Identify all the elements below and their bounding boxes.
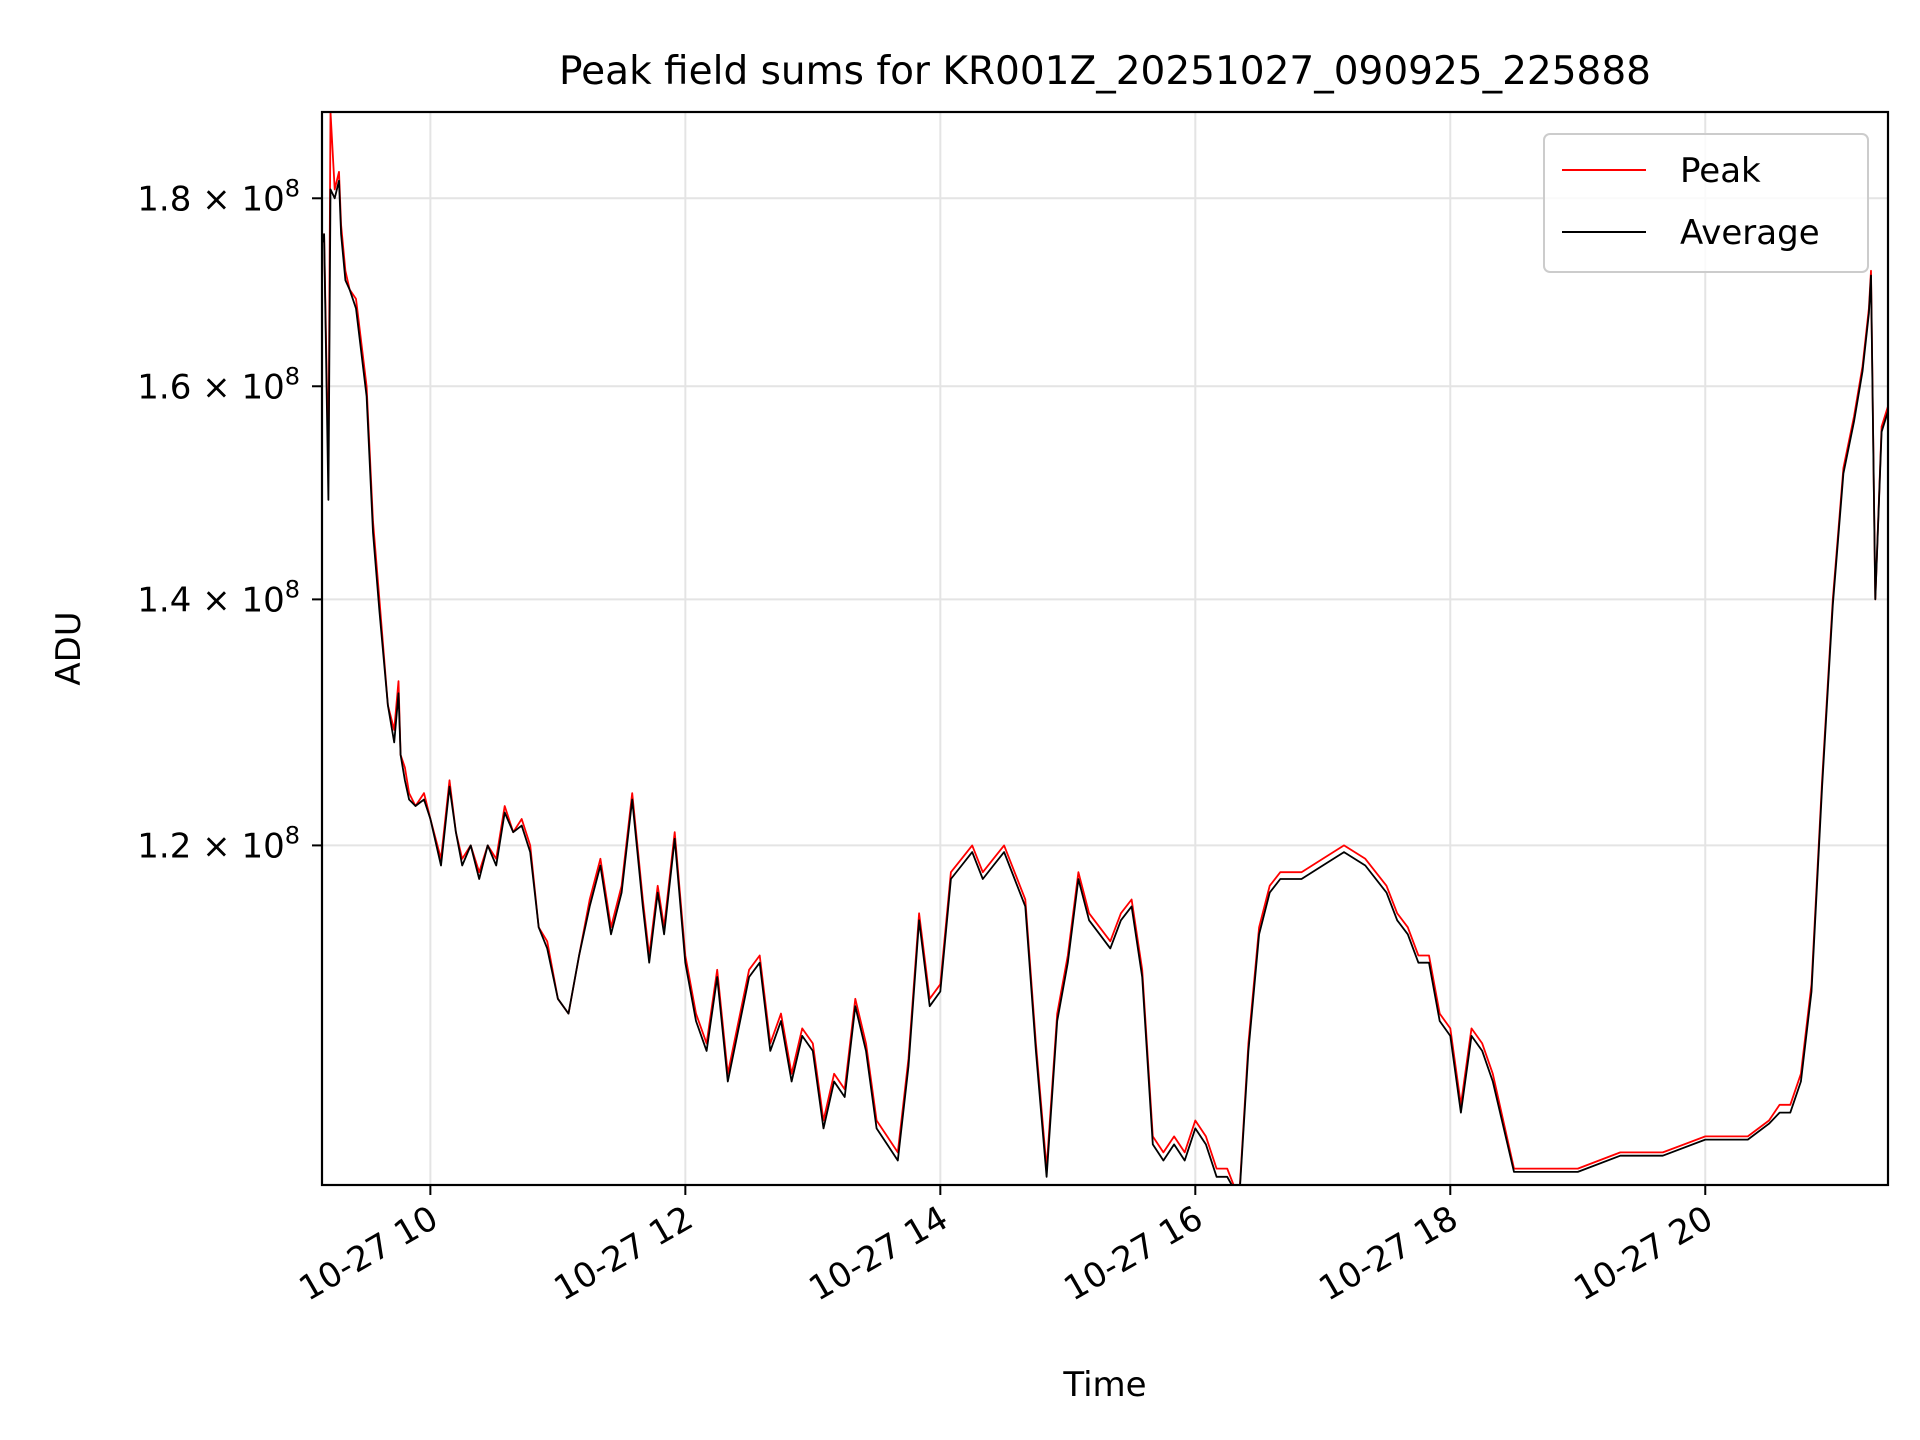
y-tick-base: 10: [241, 179, 284, 219]
y-tick-base: 10: [241, 580, 284, 620]
series-line-average: [322, 179, 1888, 1185]
y-tick-exponent: 8: [285, 174, 300, 202]
y-tick-label: 1.2 × 108: [137, 821, 300, 866]
chart-title: Peak field sums for KR001Z_20251027_0909…: [559, 49, 1651, 94]
y-tick-times: ×: [191, 367, 241, 407]
y-tick-mantissa: 1.8: [137, 179, 191, 219]
y-tick-label: 1.6 × 108: [137, 362, 300, 407]
y-tick-times: ×: [191, 179, 241, 219]
y-tick-mantissa: 1.6: [137, 367, 191, 407]
y-tick-base: 10: [241, 826, 284, 866]
y-tick-exponent: 8: [285, 362, 300, 390]
x-tick-label: 10-27 16: [1057, 1198, 1209, 1309]
y-tick-times: ×: [191, 580, 241, 620]
series-layer: [322, 112, 1888, 1185]
y-tick-base: 10: [241, 367, 284, 407]
x-tick-label: 10-27 14: [802, 1198, 954, 1309]
legend-label-average: Average: [1680, 213, 1820, 253]
y-tick-times: ×: [191, 826, 241, 866]
legend-label-peak: Peak: [1680, 151, 1761, 191]
ticks: 10-27 10 10-27 12 10-27 14 10-27 16 10-27 18…: [137, 174, 1719, 1309]
x-tick-label: 10-27 18: [1312, 1198, 1464, 1309]
x-tick-label: 10-27 10: [292, 1198, 444, 1309]
y-tick-exponent: 8: [285, 821, 300, 849]
y-tick-mantissa: 1.4: [137, 580, 191, 620]
x-tick-label: 10-27 20: [1567, 1198, 1719, 1309]
y-tick-label: 1.4 × 108: [137, 575, 300, 620]
y-tick-label: 1.8 × 108: [137, 174, 300, 219]
y-tick-exponent: 8: [285, 575, 300, 603]
y-tick-mantissa: 1.2: [137, 826, 191, 866]
legend-box: [1543, 133, 1869, 273]
x-tick-label: 10-27 12: [547, 1198, 699, 1309]
x-axis-label: Time: [1062, 1365, 1146, 1405]
axes-frame: [320, 110, 1890, 1187]
y-axis-label: ADU: [49, 611, 89, 685]
legend: Peak Average: [1543, 133, 1869, 273]
